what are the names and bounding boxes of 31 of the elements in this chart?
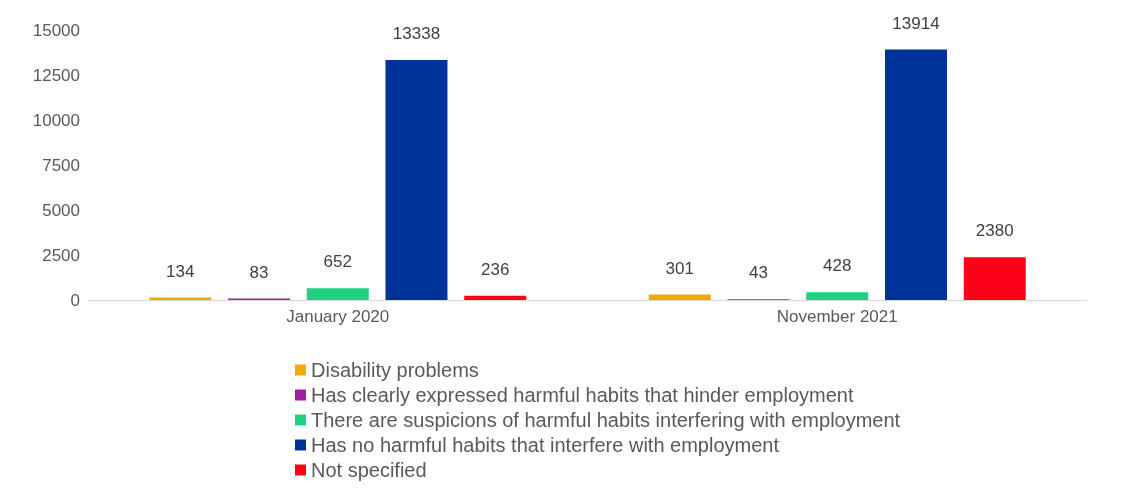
legend-label: Has no harmful habits that interfere with employment: [311, 434, 780, 456]
y-tick-label: 0: [70, 290, 80, 310]
data-label: 301: [665, 258, 694, 278]
legend-label: There are suspicions of harmful habits interfering with employment: [311, 409, 901, 431]
y-tick-label: 2500: [42, 245, 80, 265]
bar: [806, 292, 869, 300]
y-tick-label: 10000: [32, 110, 80, 130]
bar: [963, 257, 1026, 300]
data-label: 2380: [975, 221, 1014, 241]
y-tick-label: 7500: [42, 155, 80, 175]
data-label: 652: [323, 252, 352, 272]
y-tick-label: 12500: [32, 65, 80, 85]
bar: [385, 59, 448, 300]
legend-label: Disability problems: [311, 359, 479, 381]
data-label: 13338: [392, 23, 441, 43]
legend-label: Has clearly expressed harmful habits that hinder employment: [311, 384, 854, 406]
bar: [648, 294, 711, 300]
data-label: 83: [249, 262, 269, 282]
bar: [306, 288, 369, 300]
y-tick-label: 15000: [32, 20, 80, 40]
data-label: 43: [749, 263, 768, 283]
legend-label: Not specified: [311, 459, 427, 481]
bar: [884, 49, 947, 300]
y-tick-label: 5000: [42, 200, 80, 220]
data-label: 134: [166, 261, 195, 281]
x-tick-label: January 2020: [286, 307, 390, 326]
data-label: 236: [481, 259, 510, 279]
data-label: 428: [823, 256, 852, 276]
data-label: 13914: [892, 13, 940, 33]
x-tick-label: November 2021: [776, 307, 898, 326]
bar: [464, 295, 527, 300]
